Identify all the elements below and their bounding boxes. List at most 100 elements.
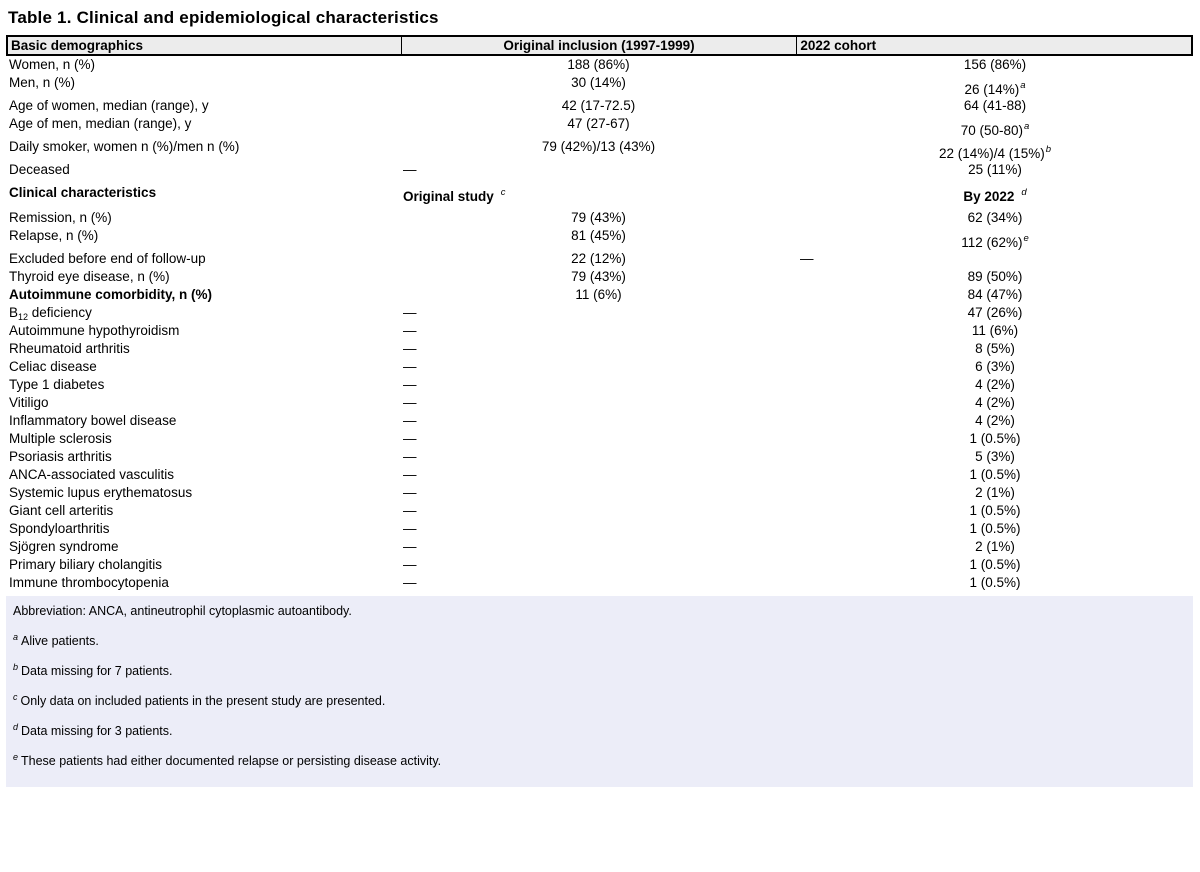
row-2022-value: 8 (5%) [975,341,1015,356]
table-row: Vitiligo — 4 (2%) [6,394,1193,412]
row-original-value: — [403,341,417,356]
table-row: Age of men, median (range), y 47 (27-67)… [6,115,1193,138]
footnote-superscript: c [13,692,18,702]
row-original-value: 47 (27-67) [567,116,630,131]
footnote-text: These patients had either documented rel… [21,754,442,768]
row-original-value: — [403,575,417,590]
row-label: Giant cell arteritis [9,503,114,518]
row-label: Multiple sclerosis [9,431,112,446]
row-2022-value: 4 (2%) [975,413,1015,428]
row-original-value: — [403,162,417,177]
row-label: Age of women, median (range), y [9,98,209,113]
table-row: B12 deficiency — 47 (26%) [6,304,1193,322]
footnotes-block: Abbreviation: ANCA, antineutrophil cytop… [6,596,1193,787]
table-body-clinical: Remission, n (%) 79 (43%) 62 (34%) Relap… [6,209,1193,592]
row-label: Immune thrombocytopenia [9,575,169,590]
row-original-value: 22 (12%) [571,251,626,266]
row-original-value: — [403,539,417,554]
row-label: Type 1 diabetes [9,377,105,392]
table-row: Remission, n (%) 79 (43%) 62 (34%) [6,209,1193,227]
row-label: Remission, n (%) [9,210,112,225]
footnote-superscript: b [13,662,19,672]
table-row: ANCA-associated vasculitis — 1 (0.5%) [6,466,1193,484]
table-row: Excluded before end of follow-up 22 (12%… [6,250,1193,268]
row-2022-value: 1 (0.5%) [969,503,1021,518]
table-row: Spondyloarthritis — 1 (0.5%) [6,520,1193,538]
row-2022-value: 1 (0.5%) [969,521,1021,536]
table-title: Table 1. Clinical and epidemiological ch… [8,8,439,27]
row-2022-value: 1 (0.5%) [969,557,1021,572]
table-row: Autoimmune hypothyroidism — 11 (6%) [6,322,1193,340]
row-original-value: — [403,377,417,392]
row-label: Men, n (%) [9,75,76,90]
footnote-text: Data missing for 3 patients. [21,724,173,738]
section-title: Clinical characteristics [9,185,157,200]
row-original-value: — [403,323,417,338]
table-row: Giant cell arteritis — 1 (0.5%) [6,502,1193,520]
row-label: Thyroid eye disease, n (%) [9,269,170,284]
table-row: Rheumatoid arthritis — 8 (5%) [6,340,1193,358]
row-label: Relapse, n (%) [9,228,99,243]
row-2022-value: 2 (1%) [975,485,1015,500]
row-label: Rheumatoid arthritis [9,341,130,356]
clinical-table: Basic demographics Original inclusion (1… [6,35,1193,592]
row-label: Autoimmune comorbidity, n (%) [9,287,212,302]
row-original-value: 79 (42%)/13 (43%) [541,139,656,154]
table-row: Type 1 diabetes — 4 (2%) [6,376,1193,394]
row-2022-value: 2 (1%) [975,539,1015,554]
header-original-inclusion: Original inclusion (1997-1999) [400,37,797,54]
row-label: Autoimmune hypothyroidism [9,323,180,338]
row-2022-value: 89 (50%) [967,269,1023,284]
table-row: Autoimmune comorbidity, n (%) 11 (6%) 84… [6,286,1193,304]
row-label: Spondyloarthritis [9,521,110,536]
row-2022-value: 47 (26%) [967,305,1023,320]
footnote-superscript: e [13,752,19,762]
row-2022-value: 4 (2%) [975,377,1015,392]
footnote-text: Alive patients. [21,634,99,648]
footnote-superscript: a [13,632,19,642]
row-label: Vitiligo [9,395,49,410]
row-original-value: 11 (6%) [575,287,622,302]
row-2022-value: 70 (50-80)a [960,121,1030,138]
row-label: Excluded before end of follow-up [9,251,206,266]
row-label: Women, n (%) [9,57,96,72]
row-label: Primary biliary cholangitis [9,557,163,572]
superscript-d: d [1021,187,1027,198]
value-superscript: a [1024,121,1030,132]
row-original-value: 81 (45%) [571,228,626,243]
footnote-superscript: d [13,722,19,732]
row-2022-value: — [800,251,814,266]
table-row: Inflammatory bowel disease — 4 (2%) [6,412,1193,430]
footnote-text: Abbreviation: ANCA, antineutrophil cytop… [13,604,352,618]
row-original-value: — [403,521,417,536]
row-label: ANCA-associated vasculitis [9,467,175,482]
table-row: Men, n (%) 30 (14%) 26 (14%)a [6,74,1193,97]
footnote-text: Data missing for 7 patients. [21,664,173,678]
row-label: B12 deficiency [9,305,92,322]
table-row: Celiac disease — 6 (3%) [6,358,1193,376]
row-original-value: 79 (43%) [571,269,626,284]
row-2022-value: 11 (6%) [971,323,1019,338]
section-by-2022: By 2022 d [963,187,1027,204]
row-2022-value: 156 (86%) [963,57,1027,72]
table-row: Immune thrombocytopenia — 1 (0.5%) [6,574,1193,592]
table-row: Systemic lupus erythematosus — 2 (1%) [6,484,1193,502]
row-original-value: — [403,485,417,500]
superscript-c: c [500,187,506,198]
header-basic-demographics: Basic demographics [11,38,144,53]
section-original-study: Original study c [403,187,506,204]
table-row: Psoriasis arthritis — 5 (3%) [6,448,1193,466]
footnote: a Alive patients. [13,629,1183,649]
row-original-value: — [403,305,417,320]
row-label: Systemic lupus erythematosus [9,485,193,500]
row-original-value: 42 (17-72.5) [561,98,636,113]
value-superscript: b [1045,144,1052,155]
header-2022-cohort: 2022 cohort [796,37,1191,54]
row-label: Inflammatory bowel disease [9,413,177,428]
row-2022-value: 1 (0.5%) [969,431,1021,446]
row-label: Sjögren syndrome [9,539,119,554]
row-original-value: — [403,503,417,518]
table-row: Relapse, n (%) 81 (45%) 112 (62%)e [6,227,1193,250]
row-original-value: — [403,431,417,446]
